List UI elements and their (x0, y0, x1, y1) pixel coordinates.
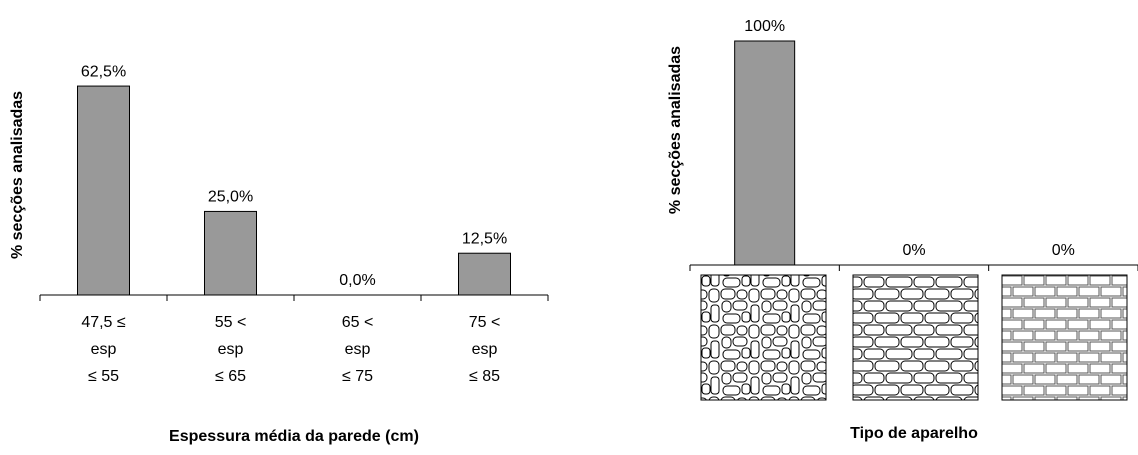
x-tick-label: ≤ 75 (342, 368, 373, 385)
value-label: 62,5% (81, 63, 126, 80)
x-axis-title: Tipo de aparelho (850, 425, 978, 442)
bar (735, 41, 795, 265)
chart: % secções analisadas Espessura média da p… (0, 0, 1138, 450)
value-label: 12,5% (462, 230, 507, 247)
value-label: 0% (902, 242, 925, 259)
x-tick-label: 55 < (215, 314, 247, 331)
y-axis-title: % secções analisadas (9, 91, 26, 259)
x-tick-label: 75 < (469, 314, 501, 331)
x-tick-label: 65 < (342, 314, 374, 331)
regular-masonry-image (1002, 275, 1127, 400)
x-tick-label: esp (472, 341, 498, 358)
value-label: 0,0% (339, 272, 375, 289)
x-tick-label: esp (345, 341, 371, 358)
y-axis-title: % secções analisadas (667, 46, 684, 214)
value-label: 100% (744, 18, 785, 35)
x-tick-label: esp (91, 341, 117, 358)
x-tick-label: ≤ 55 (88, 368, 119, 385)
x-tick-label: 47,5 ≤ (81, 314, 126, 331)
value-label: 25,0% (208, 189, 253, 206)
x-tick-label: ≤ 85 (469, 368, 500, 385)
bar (78, 86, 130, 295)
value-label: 0% (1052, 242, 1075, 259)
masonry-images (701, 275, 1127, 400)
semi-regular-masonry-image (853, 275, 978, 400)
x-axis-title: Espessura média da parede (cm) (169, 428, 419, 445)
bar (459, 253, 511, 295)
x-tick-label: ≤ 65 (215, 368, 246, 385)
rubble-masonry-image (701, 275, 826, 400)
x-tick-label: esp (218, 341, 244, 358)
bar (205, 211, 257, 295)
